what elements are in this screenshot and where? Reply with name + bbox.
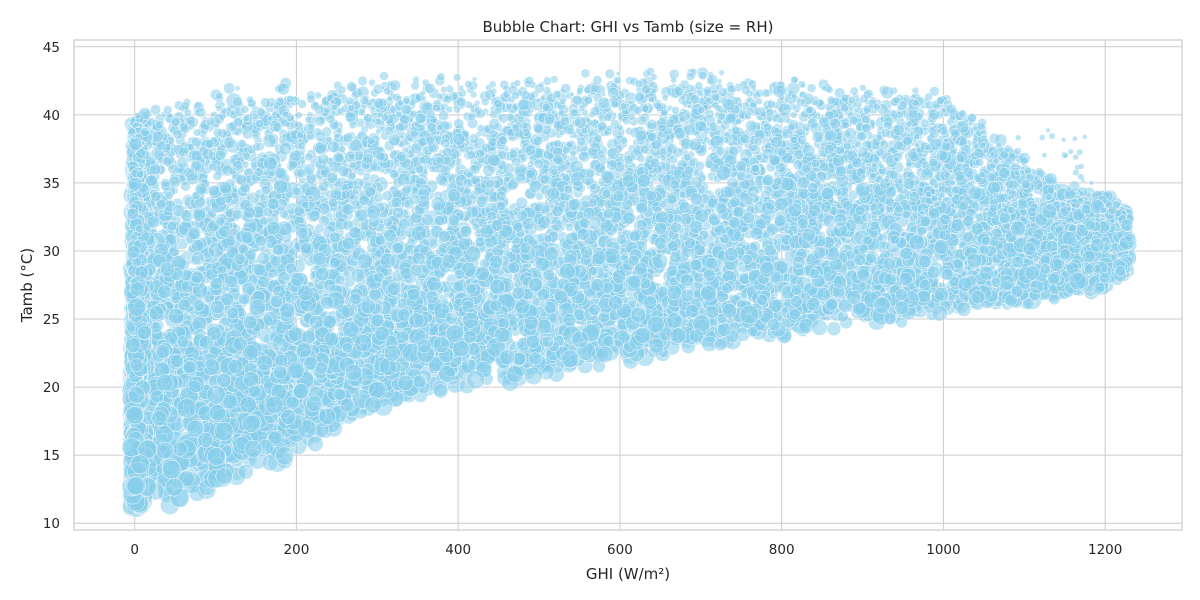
bubble-point: [826, 321, 842, 337]
bubble-point: [234, 85, 241, 92]
bubble-point: [580, 68, 591, 79]
bubble-point: [314, 91, 322, 100]
bubble-point: [849, 86, 859, 96]
bubble-point: [410, 81, 420, 91]
bubble-point: [368, 79, 376, 87]
bubble-point: [379, 71, 389, 81]
points-layer: [121, 66, 1138, 518]
bubble-point: [223, 82, 236, 95]
bubble-point: [440, 86, 448, 94]
bubble-point: [452, 73, 462, 82]
bubble-point: [337, 85, 347, 95]
